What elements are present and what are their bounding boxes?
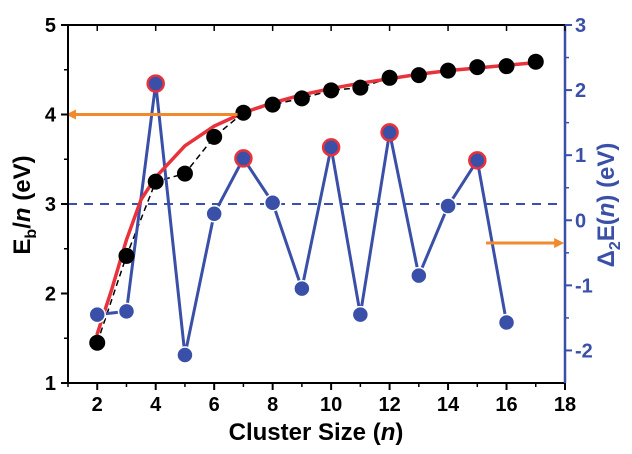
second-difference-point-4: [146, 74, 165, 93]
left-tick-label-5: 5: [45, 15, 56, 37]
right-axis-title-tail: ) (eV): [593, 143, 620, 203]
left-axis-title-main: E: [9, 239, 36, 255]
second-difference-point-14: [439, 197, 457, 215]
right-axis-title-var: n: [593, 203, 620, 218]
binding-energy-point-6: [206, 128, 223, 145]
x-tick-label-6: 6: [209, 394, 220, 416]
binding-energy-point-11: [352, 79, 369, 96]
left-tick-label-2: 2: [45, 284, 56, 306]
binding-energy-point-15: [469, 59, 486, 76]
x-axis-title-var: n: [381, 419, 396, 446]
binding-energy-point-13: [410, 67, 427, 84]
x-tick-label-12: 12: [378, 394, 400, 416]
left-tick-label-1: 1: [45, 373, 56, 395]
x-tick-label-8: 8: [267, 394, 278, 416]
right-tick-label--2: -2: [575, 340, 593, 362]
second-difference-point-16: [497, 313, 516, 332]
binding-energy-point-4: [147, 173, 164, 190]
binding-energy-connector: [96, 60, 536, 343]
second-difference-point-7: [234, 149, 253, 168]
x-tick-label-18: 18: [554, 394, 576, 416]
second-difference-point-9: [293, 279, 311, 298]
second-difference-point-13: [410, 266, 428, 285]
right-tick-label--1: -1: [575, 275, 593, 297]
binding-energy-point-3: [118, 247, 135, 264]
plot-area: [65, 53, 565, 364]
binding-energy-point-17: [527, 53, 544, 70]
x-axis-title: Cluster Size (n): [229, 419, 404, 446]
x-axis-title-tail: ): [395, 419, 403, 446]
x-axis-title-main: Cluster Size (: [229, 419, 381, 446]
right-tick-label-0: 0: [575, 210, 586, 232]
x-tick-label-4: 4: [150, 394, 162, 416]
left-axis-title-tail: (eV): [9, 155, 36, 207]
right-axis-title-sub: 2: [607, 241, 624, 250]
right-tick-label-3: 3: [575, 15, 586, 37]
left-tick-label-4: 4: [45, 105, 57, 127]
binding-energy-point-7: [235, 104, 252, 121]
second-difference-point-6: [205, 205, 223, 223]
second-difference-point-2: [88, 305, 106, 324]
binding-energy-point-8: [264, 96, 281, 113]
binding-energy-point-2: [89, 334, 106, 351]
left-axis-title-var: n: [9, 207, 36, 222]
x-tick-label-16: 16: [495, 394, 517, 416]
binding-energy-point-16: [498, 58, 515, 75]
left-tick-label-3: 3: [45, 194, 56, 216]
x-tick-label-10: 10: [320, 394, 342, 416]
right-axis-title-delta: Δ: [593, 250, 620, 267]
second-difference-point-8: [263, 193, 282, 212]
left-axis-title: Eb/n (eV): [9, 155, 40, 254]
second-difference-point-5: [176, 346, 194, 364]
left-axis-title-sub: b: [23, 229, 40, 239]
second-difference-point-10: [321, 138, 341, 157]
binding-energy-point-10: [323, 82, 340, 99]
second-difference-line: [97, 83, 509, 356]
second-difference-point-3: [117, 302, 136, 321]
x-tick-label-2: 2: [92, 394, 103, 416]
left-axis-title-slash: /: [9, 222, 36, 229]
fit-curve: [95, 60, 538, 336]
second-difference-point-12: [380, 123, 399, 142]
x-tick-label-14: 14: [437, 394, 460, 416]
binding-energy-point-5: [176, 165, 193, 182]
binding-energy-point-9: [293, 90, 310, 107]
right-axis-title: Δ2E(n) (eV): [593, 143, 624, 268]
right-axis-title-main: E(: [593, 217, 620, 241]
second-difference-point-11: [351, 305, 370, 324]
binding-energy-point-12: [381, 69, 398, 86]
right-tick-label-2: 2: [575, 80, 586, 102]
second-difference-point-15: [468, 151, 487, 170]
binding-energy-point-14: [440, 62, 457, 79]
right-tick-label-1: 1: [575, 145, 586, 167]
